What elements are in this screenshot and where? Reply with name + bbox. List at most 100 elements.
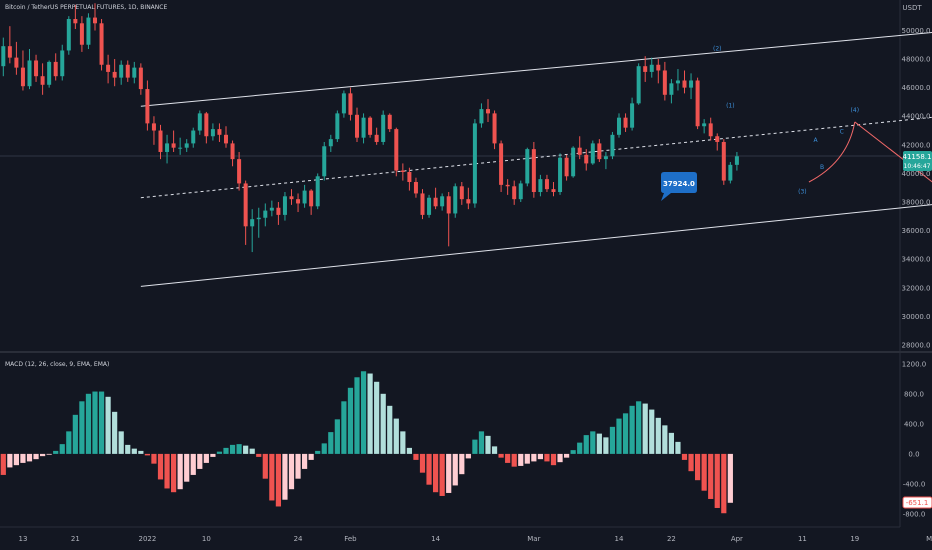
time-axis[interactable]: 132120221024Feb14Mar1422Apr1119May923Jun… (18, 535, 932, 543)
macd-bar (236, 444, 242, 454)
macd-bar (622, 413, 629, 454)
macd-bar (269, 453, 275, 501)
candle-body (584, 154, 589, 164)
macd-bar (662, 425, 668, 454)
macd-bar (177, 453, 183, 490)
candle-body (394, 129, 399, 171)
candle-body (34, 60, 39, 77)
projection-curve-abc[interactable] (808, 121, 856, 183)
candle (728, 161, 733, 184)
macd-bar (465, 453, 471, 459)
macd-bar (203, 453, 209, 463)
candle (649, 57, 654, 78)
macd-bar (478, 431, 485, 454)
price-tick-label: 42000.0 (902, 141, 931, 149)
candle (289, 189, 294, 205)
candle (60, 44, 65, 81)
channel-middle-line[interactable] (140, 111, 932, 199)
candle (590, 140, 595, 165)
macd-axis[interactable]: 1200.0 800.0 400.0 0.0 -400.0 -800.0 (902, 360, 927, 518)
macd-bar (7, 453, 13, 468)
candle-body (603, 156, 608, 160)
candle (158, 124, 163, 160)
macd-bar (0, 453, 6, 475)
macd-bar (668, 432, 674, 454)
price-tick-label: 50000.0 (902, 27, 931, 35)
macd-bar (138, 450, 144, 454)
parallel-channel[interactable] (140, 27, 932, 287)
candle (197, 110, 202, 135)
symbol-title[interactable]: Bitcoin / TetherUS PERPETUAL FUTURES, 1D… (5, 4, 168, 11)
macd-bar (374, 381, 380, 454)
candle-body (597, 143, 602, 160)
target-callout-box[interactable] (661, 172, 697, 201)
macd-bar (446, 453, 452, 493)
macd-bar (426, 453, 432, 485)
candle-body (590, 143, 595, 164)
candle-body (558, 157, 563, 193)
macd-bar (243, 445, 249, 454)
price-axis[interactable]: 50000.0 48000.0 46000.0 44000.0 42000.0 40000… (902, 27, 931, 350)
candle (492, 110, 497, 150)
price-tick-label: 30000.0 (902, 313, 931, 321)
candlestick-series (1, 3, 739, 253)
candle-body (407, 171, 412, 183)
macd-bar (118, 431, 124, 454)
candle-body (466, 199, 471, 204)
candle-body (617, 117, 621, 135)
candle-body (682, 80, 687, 88)
candle-body (197, 113, 202, 131)
macd-bar (557, 453, 563, 463)
macd-bar (583, 435, 589, 454)
candle (577, 136, 582, 160)
candle (210, 123, 215, 141)
candle-body (224, 134, 228, 144)
candle-body (191, 130, 196, 144)
target-callout[interactable]: 37924.0 (661, 172, 697, 201)
candle-body (269, 207, 274, 211)
candle-body (440, 196, 445, 207)
macd-bar (360, 371, 367, 454)
macd-bar (144, 453, 150, 456)
wave-label: (3) (798, 188, 807, 195)
channel-lower-line[interactable] (140, 198, 932, 287)
candle (427, 194, 432, 218)
candle (132, 61, 137, 84)
macd-bar (13, 453, 19, 466)
macd-bar (642, 403, 648, 454)
channel-upper-line[interactable] (140, 27, 932, 107)
candle (610, 131, 615, 160)
candle-body (106, 64, 111, 72)
candle (387, 113, 392, 132)
indicator-title[interactable]: MACD (12, 26, close, 9, EMA, EMA) (5, 361, 110, 368)
candle-body (217, 129, 222, 135)
candle-body (60, 50, 65, 77)
time-tick-label: May (926, 535, 932, 543)
candle-body (656, 64, 661, 71)
candle-body (381, 114, 386, 142)
candle (571, 146, 576, 178)
candle (34, 54, 39, 82)
macd-tick-label: -800.0 (903, 510, 926, 518)
macd-bar (249, 448, 255, 454)
macd-bar (655, 417, 661, 454)
candle (617, 113, 621, 138)
candle (86, 13, 91, 50)
candle (341, 90, 346, 118)
macd-bar (20, 453, 26, 463)
candle-body (7, 46, 12, 58)
candle (734, 151, 739, 171)
wave-label: (4) (851, 107, 860, 114)
macd-bar (151, 453, 157, 464)
candle (459, 182, 464, 205)
macd-bar (636, 401, 642, 454)
wave-label: A (813, 137, 818, 144)
candle-body (14, 57, 19, 68)
candle-body (400, 170, 405, 172)
candle (558, 153, 563, 195)
macd-bar (570, 450, 576, 454)
macd-bar (577, 442, 583, 454)
candle-body (571, 147, 576, 177)
macd-bar (708, 453, 714, 499)
